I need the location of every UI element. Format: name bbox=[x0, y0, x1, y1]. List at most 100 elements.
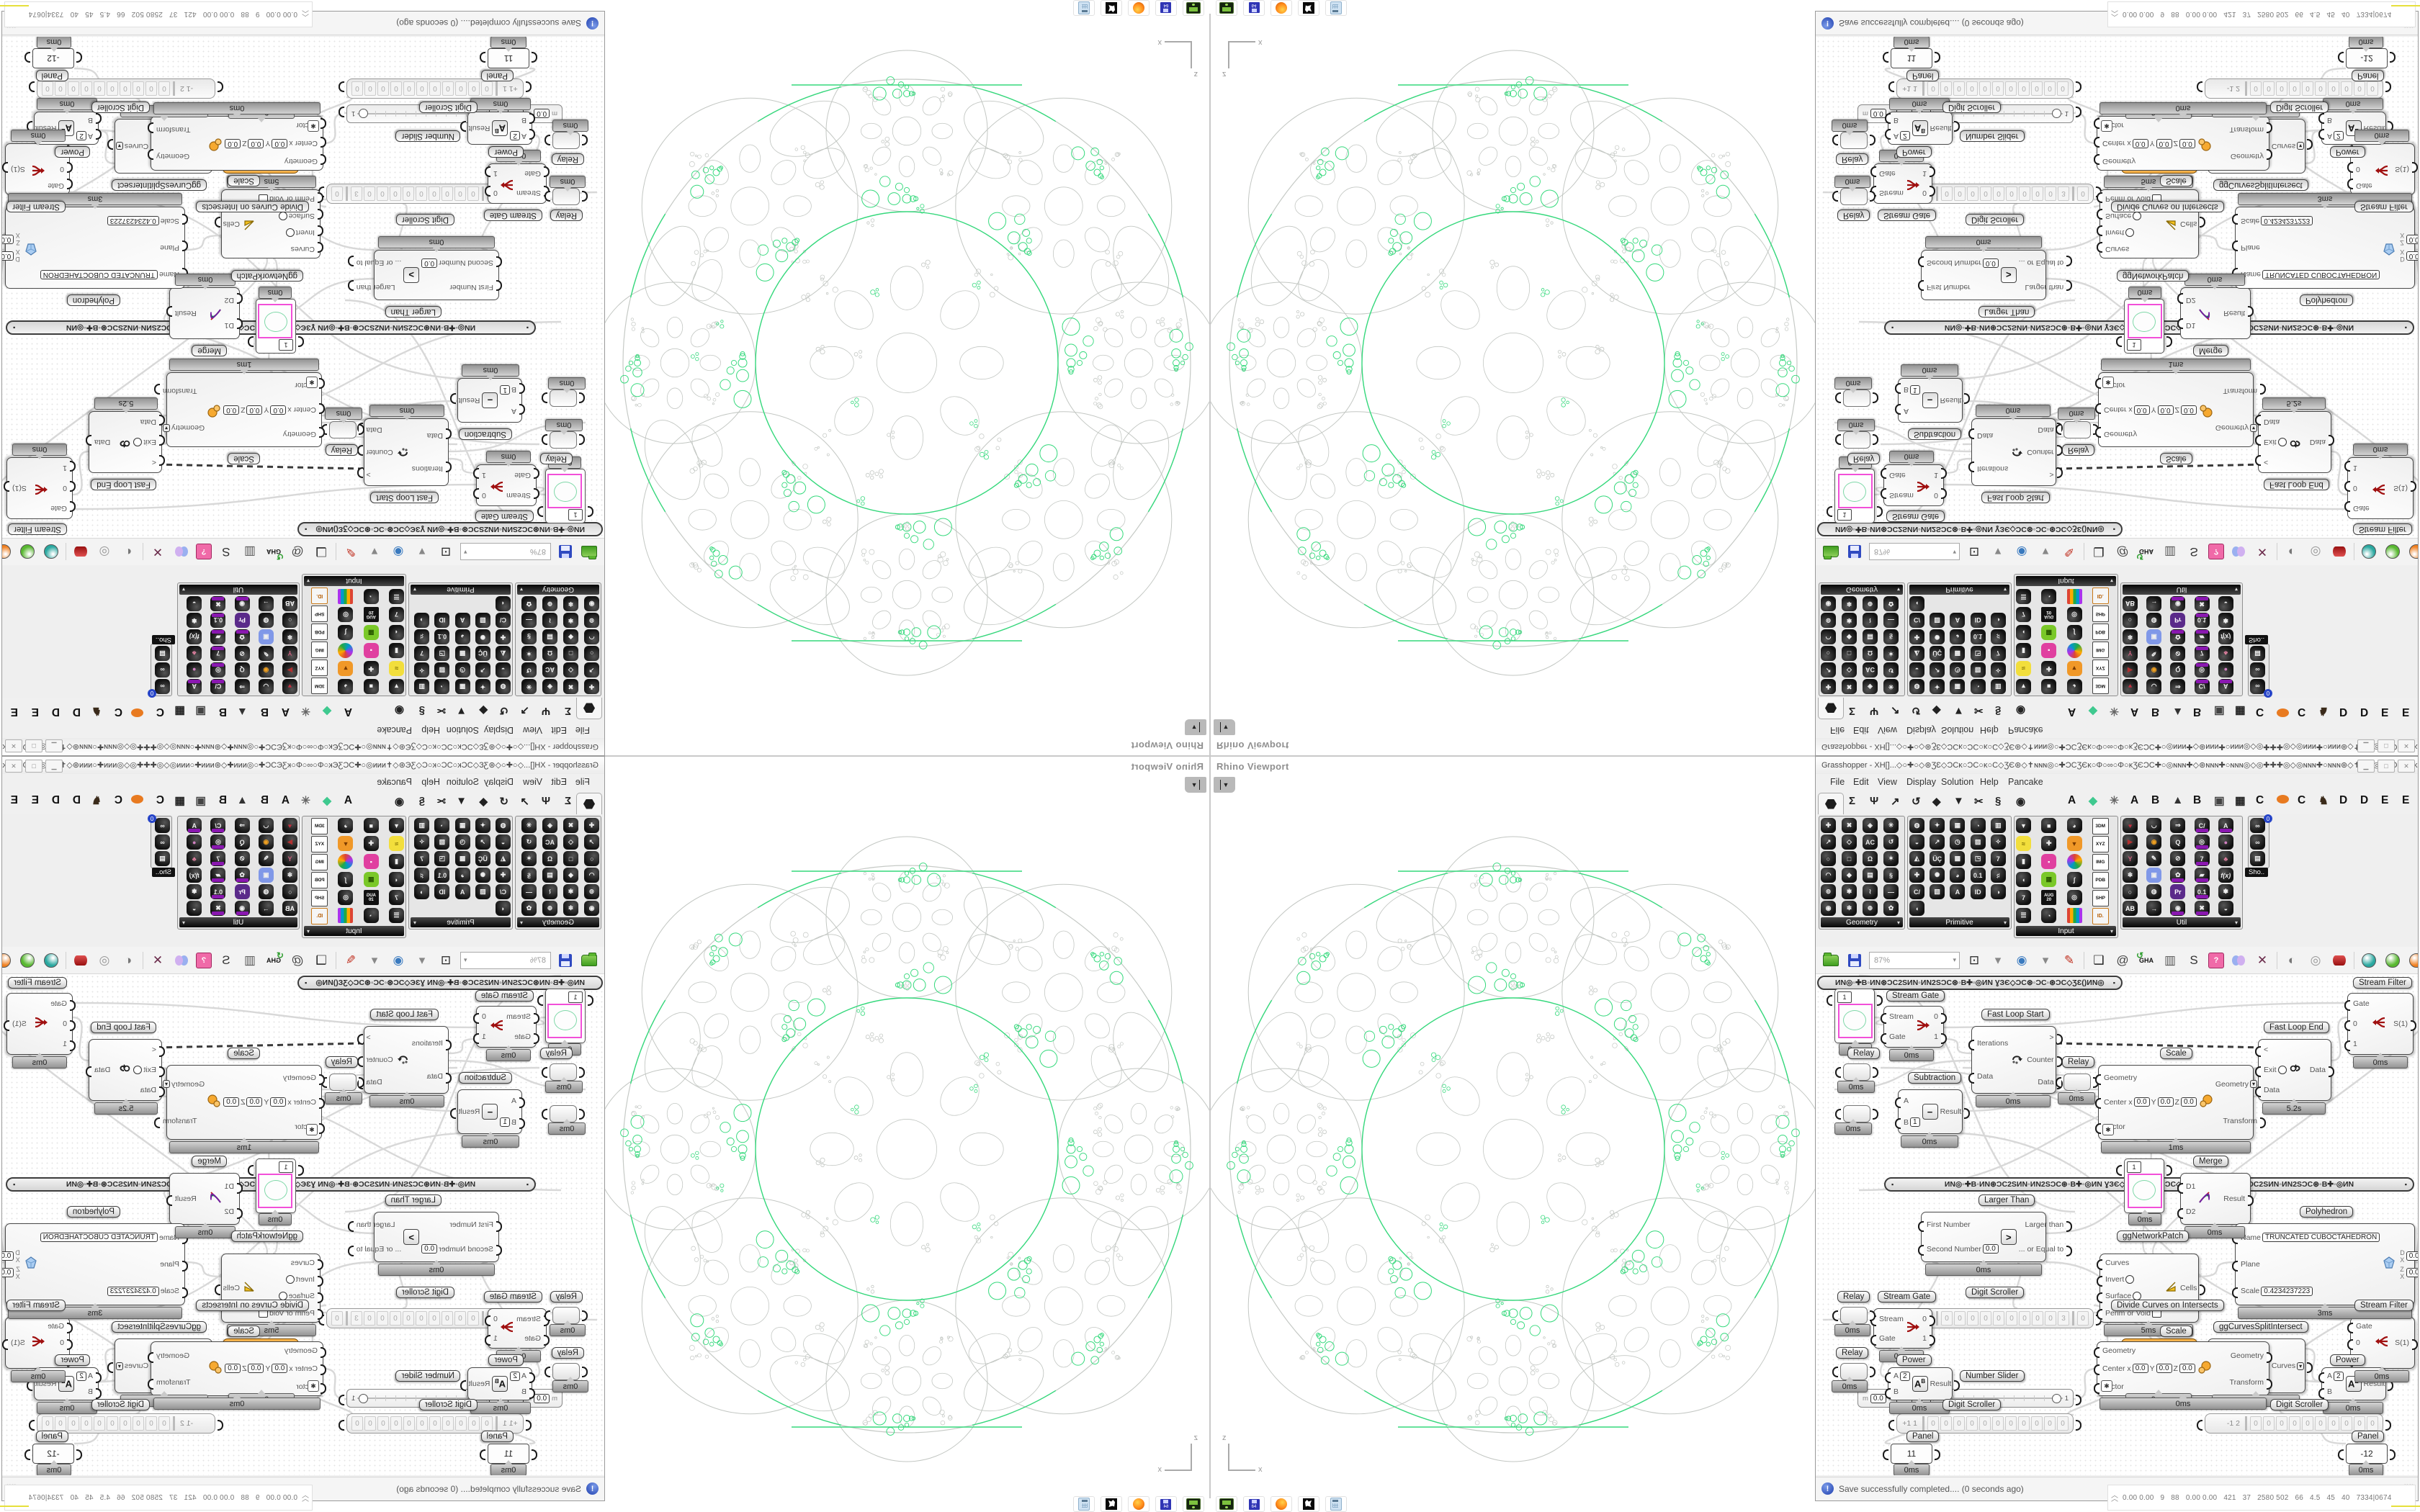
component-icon[interactable]: C/ bbox=[496, 884, 511, 899]
component-icon[interactable]: ▶ bbox=[2123, 662, 2138, 678]
relay-node[interactable] bbox=[2056, 421, 2099, 438]
component-icon[interactable]: ≀ bbox=[1863, 884, 1878, 899]
component-icon[interactable]: ◷ bbox=[454, 662, 470, 678]
menu-item-help[interactable]: Help bbox=[1980, 725, 1999, 735]
tab-icon[interactable]: Ψ bbox=[541, 795, 550, 807]
component-icon[interactable]: ⊕ bbox=[1863, 596, 1878, 611]
component-icon[interactable]: ▣ bbox=[2146, 629, 2162, 644]
menu-item-edit[interactable]: Edit bbox=[1853, 725, 1869, 735]
component-icon[interactable]: ◷ bbox=[454, 834, 470, 850]
digit-cell[interactable]: 0 bbox=[2354, 1416, 2365, 1431]
component-icon[interactable]: ✚ bbox=[363, 661, 379, 676]
digit-cell[interactable]: 0 bbox=[442, 186, 453, 201]
plugin-tab[interactable]: ◆ bbox=[323, 705, 331, 717]
digit-cell[interactable]: 0 bbox=[403, 81, 415, 96]
component-icon[interactable] bbox=[338, 589, 354, 604]
component-icon[interactable]: ○ bbox=[584, 646, 599, 661]
digit-cell[interactable]: 0 bbox=[390, 1416, 402, 1431]
component-icon[interactable]: ● bbox=[187, 662, 202, 678]
balloons-button[interactable] bbox=[2229, 543, 2248, 562]
gh-node[interactable]: A B 1− Result bbox=[1895, 378, 1971, 423]
component-name-tag[interactable]: Relay bbox=[2062, 1056, 2095, 1068]
digit-cell[interactable]: 0 bbox=[2077, 1311, 2089, 1326]
component-icon[interactable]: ▧ bbox=[1930, 613, 1945, 628]
component-icon[interactable]: XYZ bbox=[2092, 660, 2109, 676]
component-name-tag[interactable]: Stream Filter bbox=[6, 1300, 66, 1311]
component-icon[interactable]: ↗ bbox=[584, 834, 599, 850]
component-icon[interactable]: ↺ bbox=[1883, 834, 1899, 850]
component-icon[interactable]: 3DM bbox=[2092, 678, 2109, 694]
component-icon[interactable]: ✚ bbox=[2041, 836, 2057, 851]
component-icon[interactable]: ● bbox=[187, 834, 202, 850]
plugin-tab[interactable]: D bbox=[72, 794, 81, 806]
component-icon[interactable]: ↺ bbox=[521, 662, 537, 678]
tab-icon[interactable]: ◆ bbox=[1932, 704, 1941, 716]
component-icon[interactable]: ❄ bbox=[282, 868, 297, 883]
digit-cell[interactable]: 0 bbox=[2276, 1416, 2287, 1431]
sketch-pen-button[interactable]: ✎ bbox=[2063, 545, 2075, 559]
param-value[interactable]: 0.0 bbox=[272, 1364, 288, 1374]
component-icon[interactable]: 0.1 bbox=[1970, 629, 1986, 644]
component-icon[interactable]: ⊕ bbox=[1863, 901, 1878, 916]
open-button[interactable] bbox=[580, 951, 599, 970]
component-icon[interactable]: ⊘ bbox=[234, 646, 250, 661]
tab-icon[interactable]: ✂ bbox=[436, 704, 446, 716]
param-value[interactable]: 2 bbox=[1900, 131, 1910, 141]
gh-node[interactable]: Curves Invert Surface Perim or Void Cells bbox=[214, 1254, 323, 1323]
gh-node[interactable]: Stream Gate 0 1 bbox=[1870, 163, 1935, 204]
component-icon[interactable]: ◖ bbox=[389, 872, 404, 887]
component-icon[interactable]: ▩ bbox=[1950, 851, 1966, 866]
component-icon[interactable]: ▥ bbox=[414, 679, 430, 694]
toggle-circle[interactable] bbox=[133, 1066, 143, 1074]
menu-item-edit[interactable]: Edit bbox=[551, 777, 567, 787]
component-icon[interactable]: ◔ bbox=[1970, 818, 1986, 833]
component-icon[interactable]: AC bbox=[1863, 662, 1878, 678]
component-icon[interactable]: — bbox=[521, 884, 537, 899]
component-name-tag[interactable]: Scale bbox=[2160, 1326, 2192, 1337]
component-name-tag[interactable]: Relay bbox=[550, 1291, 583, 1302]
component-icon[interactable]: AUG 20 bbox=[363, 607, 379, 622]
panel-tab[interactable]: 1 bbox=[279, 339, 293, 351]
component-icon[interactable]: ○ bbox=[584, 851, 599, 866]
menu-item-display[interactable]: Display bbox=[1906, 725, 1936, 735]
component-icon[interactable]: A bbox=[1950, 613, 1966, 628]
toggle-circle[interactable] bbox=[2277, 438, 2287, 446]
gh-node[interactable]: First Number Second Number 0.0 > Larger than… bbox=[1918, 250, 2073, 300]
component-icon[interactable]: ▣ bbox=[2146, 868, 2162, 883]
gh-node[interactable]: D1 D2 Result bbox=[166, 287, 243, 339]
component-icon[interactable] bbox=[2066, 589, 2082, 604]
component-icon[interactable]: ⇒ bbox=[2170, 818, 2186, 833]
component-icon[interactable]: AB bbox=[282, 901, 297, 916]
panel-label-primitive[interactable]: Primitive ▾ bbox=[1909, 917, 2009, 927]
tab-icon[interactable]: ↺ bbox=[499, 796, 508, 808]
plugin-tab[interactable]: A bbox=[2130, 794, 2139, 806]
component-name-tag[interactable]: Scale bbox=[228, 453, 260, 464]
rings-button[interactable]: ◎ bbox=[2310, 545, 2321, 559]
caret[interactable]: ▾ bbox=[1994, 545, 2002, 559]
save-button[interactable] bbox=[1845, 543, 1864, 562]
component-icon[interactable]: ✶ bbox=[521, 851, 537, 866]
component-icon[interactable]: ◈ bbox=[1863, 679, 1878, 694]
plugin-tab[interactable]: ▣ bbox=[2214, 795, 2225, 807]
tab-icon[interactable]: ✂ bbox=[1974, 704, 1984, 716]
component-icon[interactable]: ✧ bbox=[1990, 834, 2006, 850]
retro-computer-icon[interactable] bbox=[1216, 0, 1237, 16]
digit-cell[interactable]: 0 bbox=[364, 186, 375, 201]
component-name-tag[interactable]: Relay bbox=[551, 153, 584, 165]
plugin-tab[interactable]: ♞ bbox=[2318, 705, 2329, 717]
param-value[interactable]: TRUNCATED CUBOCTAHEDRON bbox=[40, 1233, 158, 1243]
caret[interactable]: ▾ bbox=[371, 545, 378, 559]
search-icon[interactable]: S bbox=[2190, 953, 2198, 967]
component-icon[interactable]: 0.1 bbox=[210, 613, 226, 628]
menu-item-display[interactable]: Display bbox=[484, 725, 514, 735]
plugin-tab[interactable]: D bbox=[51, 706, 60, 718]
param-value[interactable]: 0.0 bbox=[2133, 1097, 2150, 1107]
plugin-tab[interactable]: B bbox=[2151, 706, 2160, 718]
component-icon[interactable]: ▧ bbox=[475, 884, 490, 899]
plugin-tab[interactable]: D bbox=[51, 794, 60, 806]
gha-button[interactable]: GHA bbox=[2136, 950, 2156, 970]
digit-cell[interactable]: 0 bbox=[133, 81, 144, 96]
component-icon[interactable]: — bbox=[1883, 613, 1899, 628]
teal-ball-button[interactable] bbox=[42, 543, 60, 562]
